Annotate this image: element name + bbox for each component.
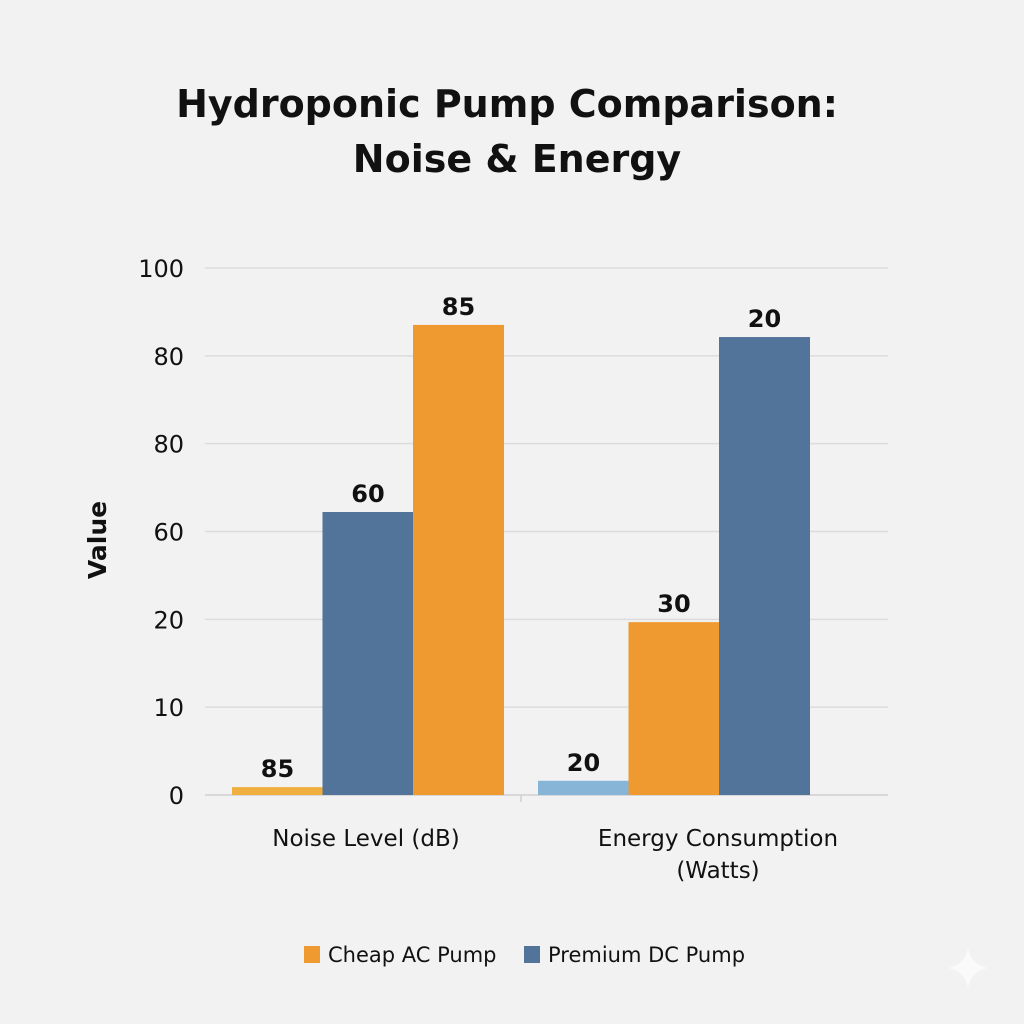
y-axis-label: Value — [83, 501, 112, 579]
chart-title-line-2: Noise & Energy — [353, 137, 682, 181]
legend-label: Premium DC Pump — [548, 943, 745, 967]
bar-value-label: 30 — [657, 590, 690, 618]
bar — [538, 780, 629, 795]
legend-swatch — [524, 946, 540, 963]
x-category-label: Noise Level (dB) — [272, 826, 459, 852]
y-tick-label: 0 — [169, 782, 184, 810]
y-tick-label: 80 — [153, 431, 184, 459]
bar — [232, 787, 323, 795]
legend-label: Cheap AC Pump — [328, 943, 497, 967]
bar-value-label: 85 — [442, 293, 475, 321]
x-category-label: Energy Consumption — [598, 826, 838, 852]
y-tick-label: 80 — [153, 343, 184, 371]
bar-value-label: 20 — [567, 749, 600, 777]
bar — [628, 622, 720, 795]
x-category-label: (Watts) — [676, 858, 759, 884]
bar — [322, 512, 414, 795]
y-tick-label: 100 — [138, 255, 184, 283]
y-tick-label: 20 — [153, 606, 184, 634]
legend-swatch — [304, 946, 320, 963]
y-tick-label: 60 — [153, 519, 184, 547]
chart-title-line-1: Hydroponic Pump Comparison: — [176, 82, 838, 126]
y-tick-label: 10 — [153, 694, 184, 722]
bar-value-label: 85 — [261, 755, 294, 783]
sparkle-watermark-icon — [948, 948, 988, 988]
bar — [413, 324, 504, 795]
bar-value-label: 60 — [351, 480, 384, 508]
bar-value-label: 20 — [748, 305, 781, 333]
bar — [719, 337, 810, 795]
